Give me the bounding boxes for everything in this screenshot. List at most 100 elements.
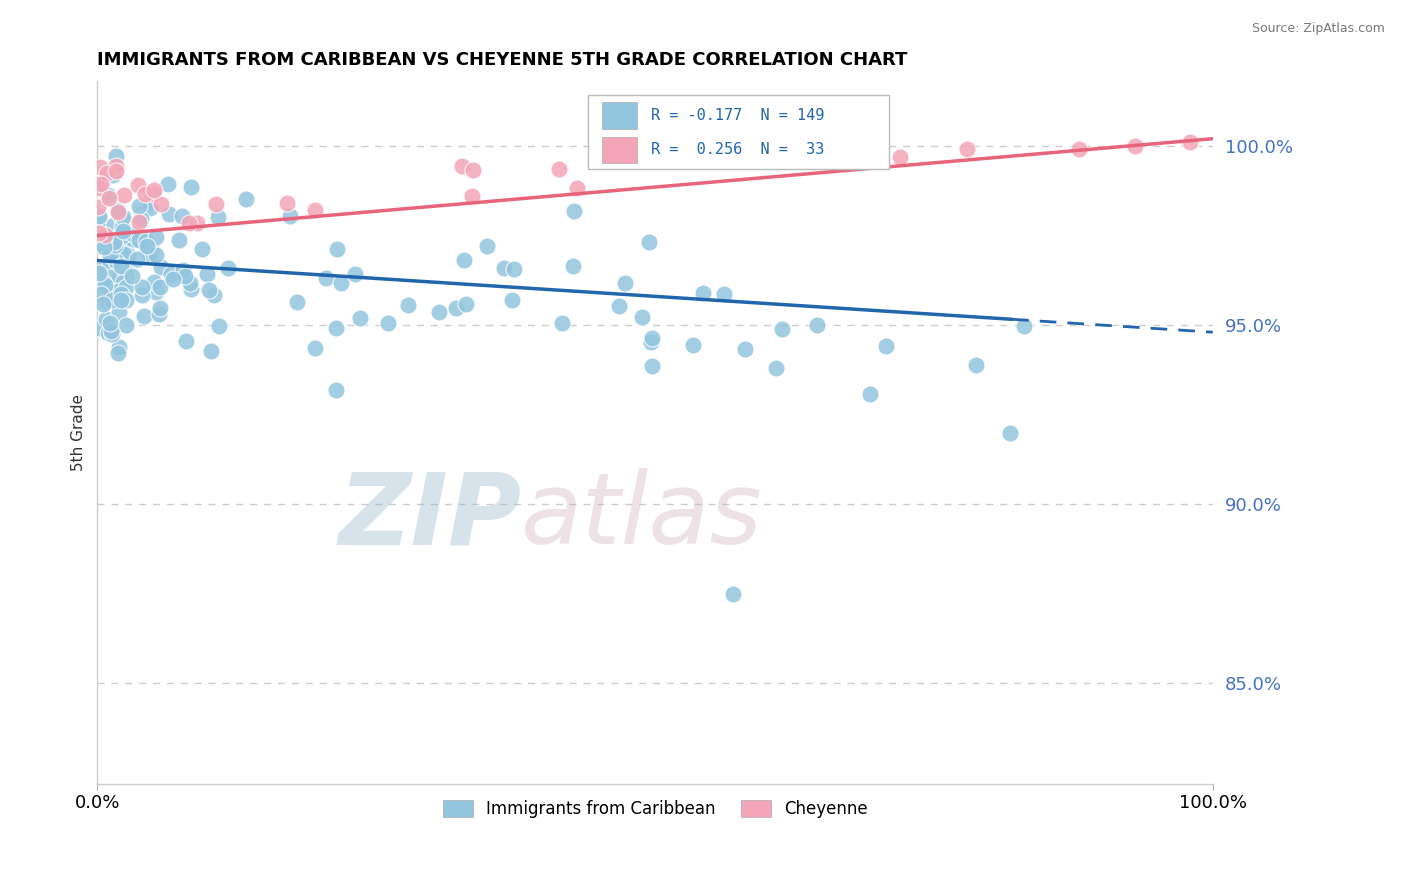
Point [115,293,138,308]
Point [90,177,112,191]
Point [149,301,172,316]
Point [167,233,190,247]
Point [114,229,136,244]
Point [134,187,156,202]
Point [91,174,114,188]
Point [96,294,118,309]
Point [93,232,115,246]
Point [191,242,214,256]
Point [217,261,239,276]
Point [89,161,111,175]
Point [100,324,122,338]
Point [614,276,637,290]
Point [104,253,127,268]
Point [98,316,121,330]
Point [692,285,714,300]
Point [547,162,569,177]
Point [98,191,121,205]
Point [956,143,979,157]
Point [1180,135,1202,149]
Point [115,318,138,332]
Point [97,187,120,202]
Point [160,268,183,282]
Point [100,270,122,285]
Point [93,240,115,254]
Point [396,298,419,312]
Point [117,248,139,262]
Point [148,280,170,294]
Point [276,195,298,210]
Point [141,243,163,257]
Point [330,277,353,291]
Point [112,259,135,273]
Point [145,248,167,262]
Point [145,230,167,244]
Point [120,226,142,240]
Point [607,299,630,313]
Point [325,383,347,397]
Point [734,342,756,356]
Point [875,339,897,353]
Point [451,159,474,173]
Point [136,244,159,258]
Point [278,209,301,223]
Point [157,177,180,191]
Text: IMMIGRANTS FROM CARIBBEAN VS CHEYENNE 5TH GRADE CORRELATION CHART: IMMIGRANTS FROM CARIBBEAN VS CHEYENNE 5T… [97,51,908,69]
Point [111,222,134,236]
Point [180,179,202,194]
Point [765,360,787,375]
Point [172,263,194,277]
Point [157,207,180,221]
Point [427,305,450,319]
Point [567,181,589,195]
Point [115,268,138,283]
Point [107,205,129,219]
Point [110,210,132,224]
FancyBboxPatch shape [602,136,637,163]
Point [638,235,661,249]
Point [89,213,111,227]
Point [111,219,134,234]
Point [315,271,337,285]
Point [129,207,152,221]
Point [304,341,326,355]
Point [101,293,124,308]
Text: ZIP: ZIP [339,468,522,566]
Point [87,236,110,251]
Point [197,283,219,297]
Point [304,202,326,217]
Point [100,326,122,341]
Point [502,261,524,276]
Point [107,202,129,217]
Point [444,301,467,316]
Point [111,224,134,238]
Point [112,246,135,260]
Point [343,267,366,281]
Point [112,210,135,224]
Point [180,281,202,295]
Point [562,204,585,219]
Point [136,196,159,211]
Point [143,276,166,290]
Point [501,293,523,307]
Point [461,189,484,203]
Point [87,209,110,223]
Point [713,287,735,301]
Point [148,307,170,321]
Point [105,164,128,178]
Point [492,261,515,276]
Point [162,272,184,286]
Point [721,587,744,601]
Legend: Immigrants from Caribbean, Cheyenne: Immigrants from Caribbean, Cheyenne [436,793,875,824]
Point [98,248,121,262]
Point [87,321,110,335]
Point [142,183,165,197]
Point [235,192,257,206]
Point [456,297,478,311]
Point [179,277,201,291]
Point [202,287,225,301]
Point [97,326,120,340]
Point [104,285,127,299]
Point [107,284,129,298]
Text: R =  0.256  N =  33: R = 0.256 N = 33 [651,142,824,157]
